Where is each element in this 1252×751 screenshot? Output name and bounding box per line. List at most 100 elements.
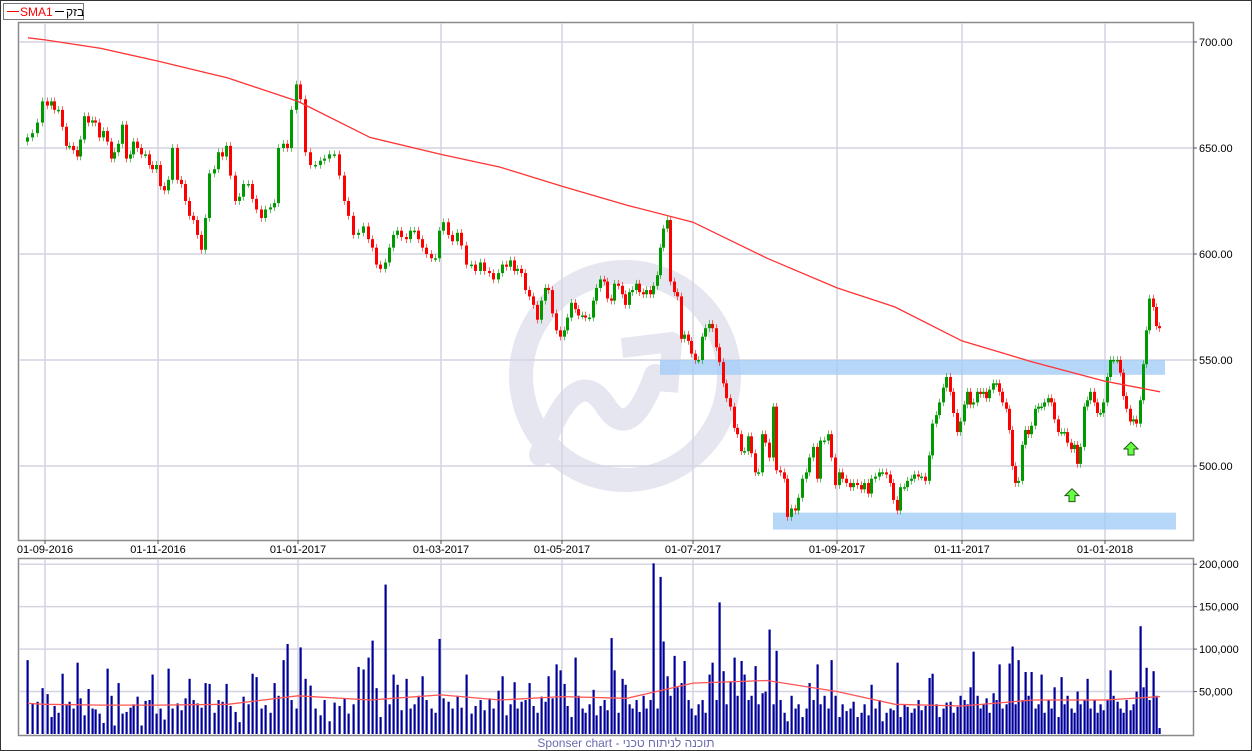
volume-bar — [992, 693, 995, 734]
watermark-arrowhead — [620, 332, 682, 393]
volume-bar — [903, 704, 906, 734]
volume-panel-border — [17, 557, 1195, 737]
volume-bar — [1011, 646, 1014, 734]
candle-body — [392, 234, 395, 248]
volume-bar — [1050, 708, 1053, 734]
candle-body — [413, 230, 416, 233]
candle-body — [91, 120, 94, 123]
candle-body — [592, 300, 595, 318]
volume-bar — [357, 666, 360, 734]
candle-body — [434, 258, 437, 260]
volume-bar — [747, 700, 750, 734]
volume-bar — [417, 695, 420, 734]
volume-bar — [1155, 695, 1158, 734]
volume-bar — [540, 696, 543, 734]
candle-body — [1086, 400, 1089, 407]
volume-bar — [1089, 708, 1092, 734]
volume-bar — [144, 700, 147, 734]
candle-body — [830, 434, 833, 458]
price-y-tick-label: 650.00 — [1199, 143, 1233, 155]
candle-body — [743, 451, 746, 453]
volume-bar — [917, 700, 920, 734]
volume-bar — [299, 647, 302, 734]
volume-bar — [53, 705, 56, 734]
candle-body — [972, 402, 975, 405]
volume-bar — [1079, 704, 1082, 734]
legend-sma-label: SMA1 — [20, 5, 53, 19]
candle-body — [204, 217, 207, 250]
candle-body — [442, 222, 445, 231]
candle-body — [180, 179, 183, 185]
candle-body — [621, 285, 624, 295]
candle-body — [1135, 419, 1138, 424]
candle-body — [167, 179, 170, 191]
candle-body — [460, 232, 463, 246]
volume-bar — [910, 712, 913, 734]
volume-bar — [1047, 700, 1050, 734]
volume-bar — [878, 700, 881, 734]
volume-bar — [972, 651, 975, 734]
volume-bar — [920, 710, 923, 734]
volume-bar — [725, 704, 728, 734]
volume-bar — [603, 700, 606, 734]
candle-body — [885, 472, 888, 475]
candle-body — [371, 239, 374, 248]
candle-body — [1040, 406, 1043, 409]
candle-body — [57, 109, 60, 112]
candle-body — [595, 287, 598, 301]
candle-body — [1106, 376, 1109, 403]
candle-body — [1125, 396, 1128, 409]
candle-body — [94, 120, 97, 123]
volume-bar — [1093, 700, 1096, 734]
candle-body — [856, 482, 859, 486]
volume-bar — [1086, 678, 1089, 734]
volume-bar — [963, 700, 966, 734]
volume-bar — [830, 660, 833, 734]
candle-body — [290, 109, 293, 148]
candle-body — [333, 154, 336, 156]
volume-bar — [367, 657, 370, 734]
volume-bar — [1106, 700, 1109, 734]
candle-body — [447, 222, 450, 235]
volume-bar — [841, 704, 844, 734]
candle-body — [524, 273, 527, 291]
candle-body — [870, 478, 873, 494]
volume-bar — [701, 700, 704, 734]
candle-body — [1129, 408, 1132, 422]
candle-body — [920, 476, 923, 479]
volume-bar — [447, 701, 450, 734]
x-tick-label: 01-01-2017 — [270, 544, 326, 556]
volume-bar — [816, 664, 819, 734]
volume-bar — [264, 705, 267, 734]
volume-bar — [1135, 691, 1138, 734]
candle-body — [808, 457, 811, 473]
volume-bar — [371, 640, 374, 734]
candle-body — [992, 383, 995, 390]
candle-body — [384, 262, 387, 269]
candle-body — [208, 173, 211, 218]
volume-bar — [290, 700, 293, 734]
volume-bar — [722, 671, 725, 734]
candle-body — [1152, 298, 1155, 307]
volume-bar — [72, 708, 75, 734]
volume-bar — [362, 669, 365, 734]
volume-bar — [764, 691, 767, 734]
volume-bar — [1142, 687, 1145, 734]
candle-body — [985, 391, 988, 399]
candle-body — [509, 260, 512, 267]
volume-bar — [1116, 701, 1119, 734]
candle-body — [666, 220, 669, 229]
candle-body — [1037, 406, 1040, 409]
volume-bar — [610, 638, 613, 734]
volume-bar — [801, 717, 804, 734]
volume-bar — [238, 722, 241, 734]
candle-body — [362, 226, 365, 233]
volume-bar — [413, 704, 416, 734]
volume-bar — [347, 713, 350, 734]
candle-body — [1034, 408, 1037, 426]
volume-bar — [456, 695, 459, 734]
candle-body — [68, 145, 71, 148]
candle-body — [733, 406, 736, 428]
candle-body — [610, 298, 613, 301]
volume-bar — [694, 715, 697, 734]
